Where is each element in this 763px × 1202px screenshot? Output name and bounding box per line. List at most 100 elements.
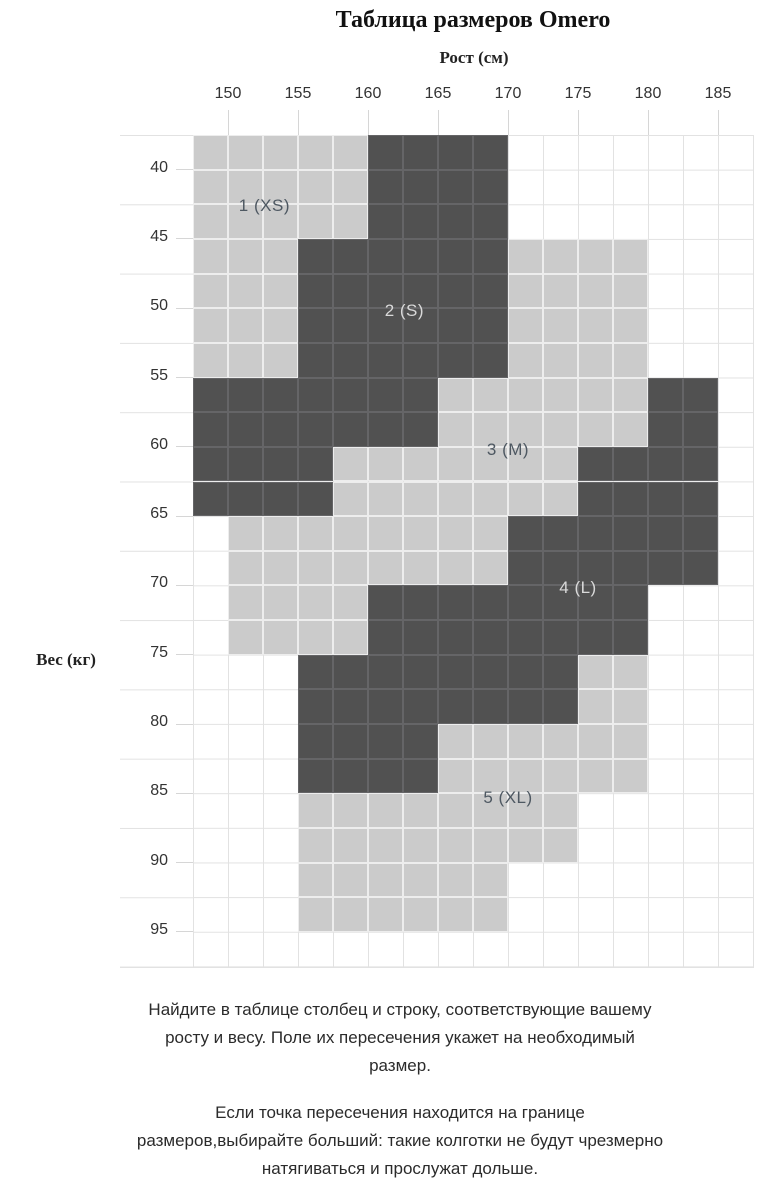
heatmap-cell: [578, 620, 613, 655]
size-label-5-xl-: 5 (XL): [483, 787, 533, 807]
heatmap-cell: [508, 550, 543, 586]
heatmap-cell: [368, 169, 403, 205]
heatmap-cell: [403, 481, 438, 517]
heatmap-cell: [368, 516, 403, 551]
heatmap-cell: [263, 135, 298, 170]
heatmap-cell: [298, 758, 333, 794]
heatmap-cell: [403, 169, 438, 205]
heatmap-cell: [368, 308, 403, 343]
heatmap-cell: [368, 897, 403, 932]
heatmap-cell: [333, 238, 368, 274]
heatmap-cell: [508, 308, 543, 343]
heatmap-cell: [613, 412, 648, 447]
heatmap-cell: [298, 550, 333, 586]
heatmap-cell: [403, 516, 438, 551]
y-tick-mark-80: [176, 723, 193, 725]
heatmap-cell: [473, 724, 508, 759]
heatmap-cell: [298, 793, 333, 828]
heatmap-cell: [683, 550, 718, 586]
heatmap-cell: [333, 758, 368, 794]
heatmap-cell: [473, 412, 508, 447]
heatmap-cell: [333, 377, 368, 413]
heatmap-cell: [438, 481, 473, 517]
heatmap-cell: [473, 550, 508, 586]
heatmap-cell: [508, 654, 543, 690]
heatmap-cell: [438, 516, 473, 551]
heatmap-cell: [508, 481, 543, 517]
heatmap-cell: [193, 412, 228, 447]
heatmap-cell: [368, 204, 403, 239]
heatmap-cell: [438, 273, 473, 309]
heatmap-cell: [263, 550, 298, 586]
heatmap-cell: [473, 585, 508, 621]
heatmap-cell: [228, 585, 263, 621]
heatmap-cell: [298, 238, 333, 274]
heatmap-cell: [543, 585, 578, 621]
heatmap-cell: [263, 620, 298, 655]
heatmap-cell: [438, 377, 473, 413]
heatmap-cell: [578, 758, 613, 794]
heatmap-cell: [543, 377, 578, 413]
heatmap-cell: [473, 377, 508, 413]
heatmap-cell: [473, 204, 508, 239]
heatmap-cell: [543, 550, 578, 586]
footnote-paragraph-1: Найдите в таблице столбец и строку, соот…: [148, 1000, 652, 1075]
heatmap-cell: [228, 204, 263, 239]
heatmap-cell: [228, 135, 263, 170]
y-tick-label-45: 45: [150, 227, 168, 245]
heatmap-cell: [368, 862, 403, 898]
heatmap-cell: [403, 654, 438, 690]
x-tick-label-185: 185: [704, 85, 732, 102]
heatmap-cell: [683, 412, 718, 447]
heatmap-cell: [298, 412, 333, 447]
heatmap-cell: [613, 377, 648, 413]
heatmap-cell: [438, 897, 473, 932]
y-tick-mark-45: [176, 238, 193, 240]
y-tick-label-50: 50: [150, 297, 168, 315]
heatmap-cell: [403, 446, 438, 482]
heatmap-cell: [508, 342, 543, 378]
heatmap-cell: [263, 516, 298, 551]
heatmap-cell: [543, 273, 578, 309]
heatmap-cell: [193, 238, 228, 274]
heatmap-cell: [368, 446, 403, 482]
heatmap-cell: [403, 585, 438, 621]
y-tick-label-80: 80: [150, 713, 168, 731]
heatmap-cell: [473, 516, 508, 551]
heatmap-cell: [543, 828, 578, 863]
heatmap-cell: [333, 481, 368, 517]
heatmap-cell: [333, 412, 368, 447]
heatmap-cell: [403, 308, 438, 343]
x-tick-label-175: 175: [564, 85, 592, 102]
heatmap-cell: [438, 620, 473, 655]
heatmap-cell: [333, 308, 368, 343]
heatmap-cell: [543, 724, 578, 759]
y-tick-label-90: 90: [150, 851, 168, 869]
heatmap-cell: [403, 342, 438, 378]
heatmap-cell: [368, 828, 403, 863]
heatmap-cell: [438, 412, 473, 447]
y-tick-mark-50: [176, 307, 193, 309]
heatmap-cell: [333, 585, 368, 621]
heatmap-cell: [263, 273, 298, 309]
y-tick-label-60: 60: [150, 435, 168, 453]
heatmap-cell: [333, 793, 368, 828]
size-label-2-s-: 2 (S): [384, 301, 425, 321]
heatmap-cell: [508, 238, 543, 274]
heatmap-cell: [228, 550, 263, 586]
x-tick-mark-170: [507, 110, 509, 135]
heatmap-cell: [543, 516, 578, 551]
heatmap-cell: [473, 342, 508, 378]
heatmap-cell: [613, 654, 648, 690]
heatmap-cell: [403, 412, 438, 447]
heatmap-cell: [298, 516, 333, 551]
x-tick-mark-185: [717, 110, 719, 135]
heatmap-cell: [228, 481, 263, 517]
heatmap-cell: [578, 412, 613, 447]
heatmap-cell: [193, 204, 228, 239]
heatmap-cell: [508, 412, 543, 447]
heatmap-cell: [578, 689, 613, 725]
heatmap-cell: [228, 620, 263, 655]
heatmap-cell: [403, 724, 438, 759]
heatmap-cell: [578, 342, 613, 378]
